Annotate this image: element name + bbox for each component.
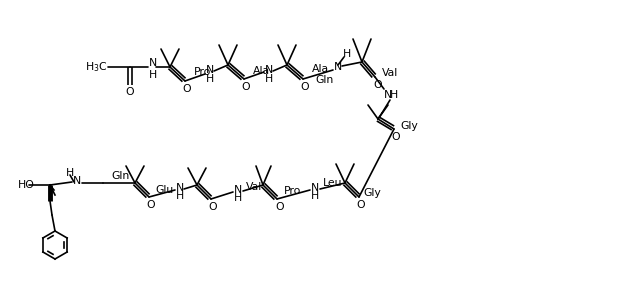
Text: Glu: Glu <box>155 185 173 195</box>
Text: H: H <box>149 70 157 80</box>
Text: N: N <box>311 183 319 193</box>
Text: O: O <box>374 80 382 90</box>
Text: HO: HO <box>18 180 35 190</box>
Text: Leu: Leu <box>323 178 342 188</box>
Text: N: N <box>265 65 273 75</box>
Text: H: H <box>234 193 242 203</box>
Text: N: N <box>334 62 342 72</box>
Text: O: O <box>147 200 156 210</box>
Text: Gly: Gly <box>400 121 418 131</box>
Text: N: N <box>176 183 184 193</box>
Text: Pro: Pro <box>194 67 211 77</box>
Text: H: H <box>265 74 273 84</box>
Text: O: O <box>276 202 284 212</box>
Text: H: H <box>343 49 351 59</box>
Text: H: H <box>390 90 398 100</box>
Text: Val: Val <box>382 68 398 78</box>
Text: N: N <box>206 65 214 75</box>
Text: H$_3$C: H$_3$C <box>84 60 107 74</box>
Text: N: N <box>234 185 242 195</box>
Text: O: O <box>182 84 191 94</box>
Text: Val: Val <box>246 182 262 192</box>
Text: N: N <box>73 176 81 186</box>
Text: O: O <box>301 82 309 92</box>
Text: Gln: Gln <box>315 75 333 85</box>
Text: O: O <box>242 82 250 92</box>
Text: Gln: Gln <box>111 171 129 181</box>
Text: O: O <box>392 132 400 142</box>
Text: Pro: Pro <box>284 186 301 196</box>
Text: H: H <box>311 191 319 201</box>
Text: Ala: Ala <box>253 66 270 76</box>
Text: N: N <box>384 90 392 100</box>
Text: H: H <box>176 191 184 201</box>
Text: O: O <box>125 87 134 97</box>
Text: Gly: Gly <box>363 188 381 198</box>
Text: N: N <box>149 58 157 68</box>
Text: H: H <box>66 168 74 178</box>
Text: O: O <box>356 200 365 210</box>
Text: Ala: Ala <box>312 64 329 74</box>
Text: H: H <box>206 74 214 84</box>
Text: O: O <box>209 202 218 212</box>
